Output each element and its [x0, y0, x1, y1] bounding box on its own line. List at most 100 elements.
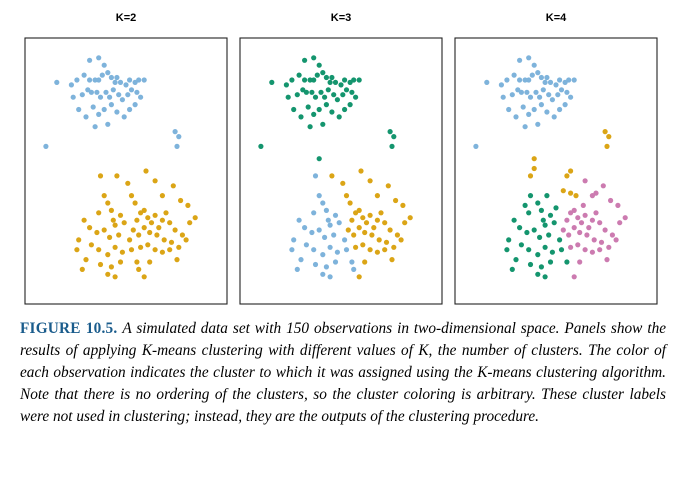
- point-blue-1-16: [320, 252, 326, 258]
- point-orange-1-32: [87, 225, 93, 231]
- point-green-0-12: [332, 79, 339, 85]
- point-blue-1-14: [303, 242, 309, 248]
- point-pink-3-2: [600, 183, 606, 189]
- panel-k4: K=4: [454, 12, 658, 305]
- panel-frame-k3: [239, 37, 443, 305]
- panel-title-k3: K=3: [331, 12, 352, 24]
- point-orange-1-38: [127, 237, 133, 243]
- point-blue-0-16: [566, 77, 572, 83]
- point-blue-1-23: [327, 274, 333, 280]
- point-blue-0-50: [174, 143, 180, 149]
- caption-text: A simulated data set with 150 observatio…: [20, 320, 667, 425]
- point-green-0-2: [289, 77, 295, 83]
- point-blue-0-30: [558, 87, 565, 93]
- point-blue-0-35: [520, 104, 526, 110]
- point-blue-1-3: [325, 217, 331, 223]
- point-orange-1-62: [117, 259, 124, 265]
- point-orange-1-1: [604, 143, 610, 149]
- point-green-0-47: [316, 62, 322, 68]
- scatter-points-k3: [258, 55, 413, 280]
- point-orange-1-44: [161, 237, 167, 243]
- point-orange-2-3: [347, 200, 353, 206]
- point-blue-1-1: [320, 200, 326, 206]
- point-green-2-28: [509, 266, 515, 272]
- point-blue-0-10: [542, 79, 548, 85]
- panel-k2: K=2: [24, 12, 228, 305]
- point-blue-0-32: [138, 94, 144, 100]
- point-blue-0-28: [549, 97, 556, 103]
- point-green-2-31: [527, 193, 534, 199]
- point-orange-1-61: [108, 264, 114, 270]
- point-blue-0-27: [116, 92, 122, 98]
- point-blue-0-45: [517, 57, 523, 63]
- point-pink-3-28: [568, 244, 574, 250]
- point-pink-3-10: [589, 217, 596, 223]
- point-blue-0-36: [96, 111, 102, 117]
- point-orange-1-10: [105, 200, 111, 206]
- point-orange-2-37: [382, 247, 388, 253]
- point-orange-1-3: [531, 156, 537, 162]
- point-green-0-29: [340, 92, 346, 98]
- point-orange-2-22: [393, 197, 399, 204]
- point-green-0-34: [298, 114, 304, 120]
- point-orange-2-6: [374, 193, 380, 199]
- point-blue-0-28: [119, 97, 125, 103]
- point-orange-2-1: [340, 180, 346, 186]
- point-blue-1-25: [291, 237, 297, 243]
- point-orange-1-59: [174, 257, 180, 263]
- point-blue-0-34: [513, 114, 519, 120]
- point-green-2-25: [506, 237, 512, 243]
- point-blue-0-25: [107, 94, 113, 100]
- point-pink-3-11: [593, 210, 599, 216]
- point-orange-2-32: [398, 237, 404, 243]
- point-blue-0-31: [564, 89, 570, 95]
- point-orange-2-15: [374, 217, 380, 223]
- point-blue-1-26: [289, 247, 295, 253]
- point-blue-1-15: [311, 247, 317, 253]
- point-orange-1-37: [116, 232, 122, 238]
- point-pink-3-7: [578, 220, 585, 226]
- point-green-2-29: [558, 247, 565, 253]
- point-orange-1-7: [560, 188, 566, 194]
- point-pink-3-6: [575, 215, 581, 221]
- point-green-2-13: [557, 237, 563, 243]
- point-green-0-4: [302, 77, 308, 83]
- point-orange-1-73: [141, 274, 147, 280]
- point-green-0-43: [307, 124, 313, 130]
- point-orange-1-48: [88, 242, 94, 248]
- point-orange-1-50: [105, 252, 111, 258]
- point-orange-2-12: [363, 220, 370, 226]
- point-green-2-16: [535, 252, 541, 258]
- point-green-2-12: [546, 232, 552, 238]
- point-orange-1-45: [168, 239, 175, 245]
- point-blue-0-2: [504, 77, 510, 83]
- point-orange-1-34: [101, 227, 107, 233]
- point-orange-1-5: [143, 168, 149, 174]
- point-orange-1-69: [74, 247, 80, 253]
- point-orange-2-4: [358, 168, 364, 174]
- point-pink-3-35: [571, 274, 577, 280]
- point-blue-0-18: [500, 94, 506, 100]
- point-blue-0-51: [176, 134, 182, 140]
- point-orange-1-35: [107, 234, 113, 240]
- point-blue-1-9: [316, 227, 322, 233]
- scatter-points-k4: [473, 55, 628, 280]
- point-green-0-10: [327, 79, 333, 85]
- scatter-points-k2: [43, 55, 198, 280]
- point-green-0-51: [391, 134, 397, 140]
- point-blue-0-17: [141, 77, 147, 83]
- point-green-2-3: [540, 217, 546, 223]
- point-green-2-26: [504, 247, 510, 253]
- point-orange-2-8: [349, 217, 355, 223]
- point-orange-2-0: [329, 173, 335, 179]
- point-green-0-41: [342, 106, 348, 113]
- point-green-0-19: [294, 92, 300, 98]
- panel-frame-k2: [24, 37, 228, 305]
- point-orange-1-42: [147, 229, 153, 236]
- point-orange-1-13: [117, 212, 124, 218]
- point-green-0-44: [320, 121, 326, 127]
- point-orange-1-30: [185, 202, 191, 208]
- point-blue-0-1: [498, 82, 504, 88]
- point-orange-2-16: [378, 210, 384, 216]
- point-green-0-26: [325, 87, 331, 93]
